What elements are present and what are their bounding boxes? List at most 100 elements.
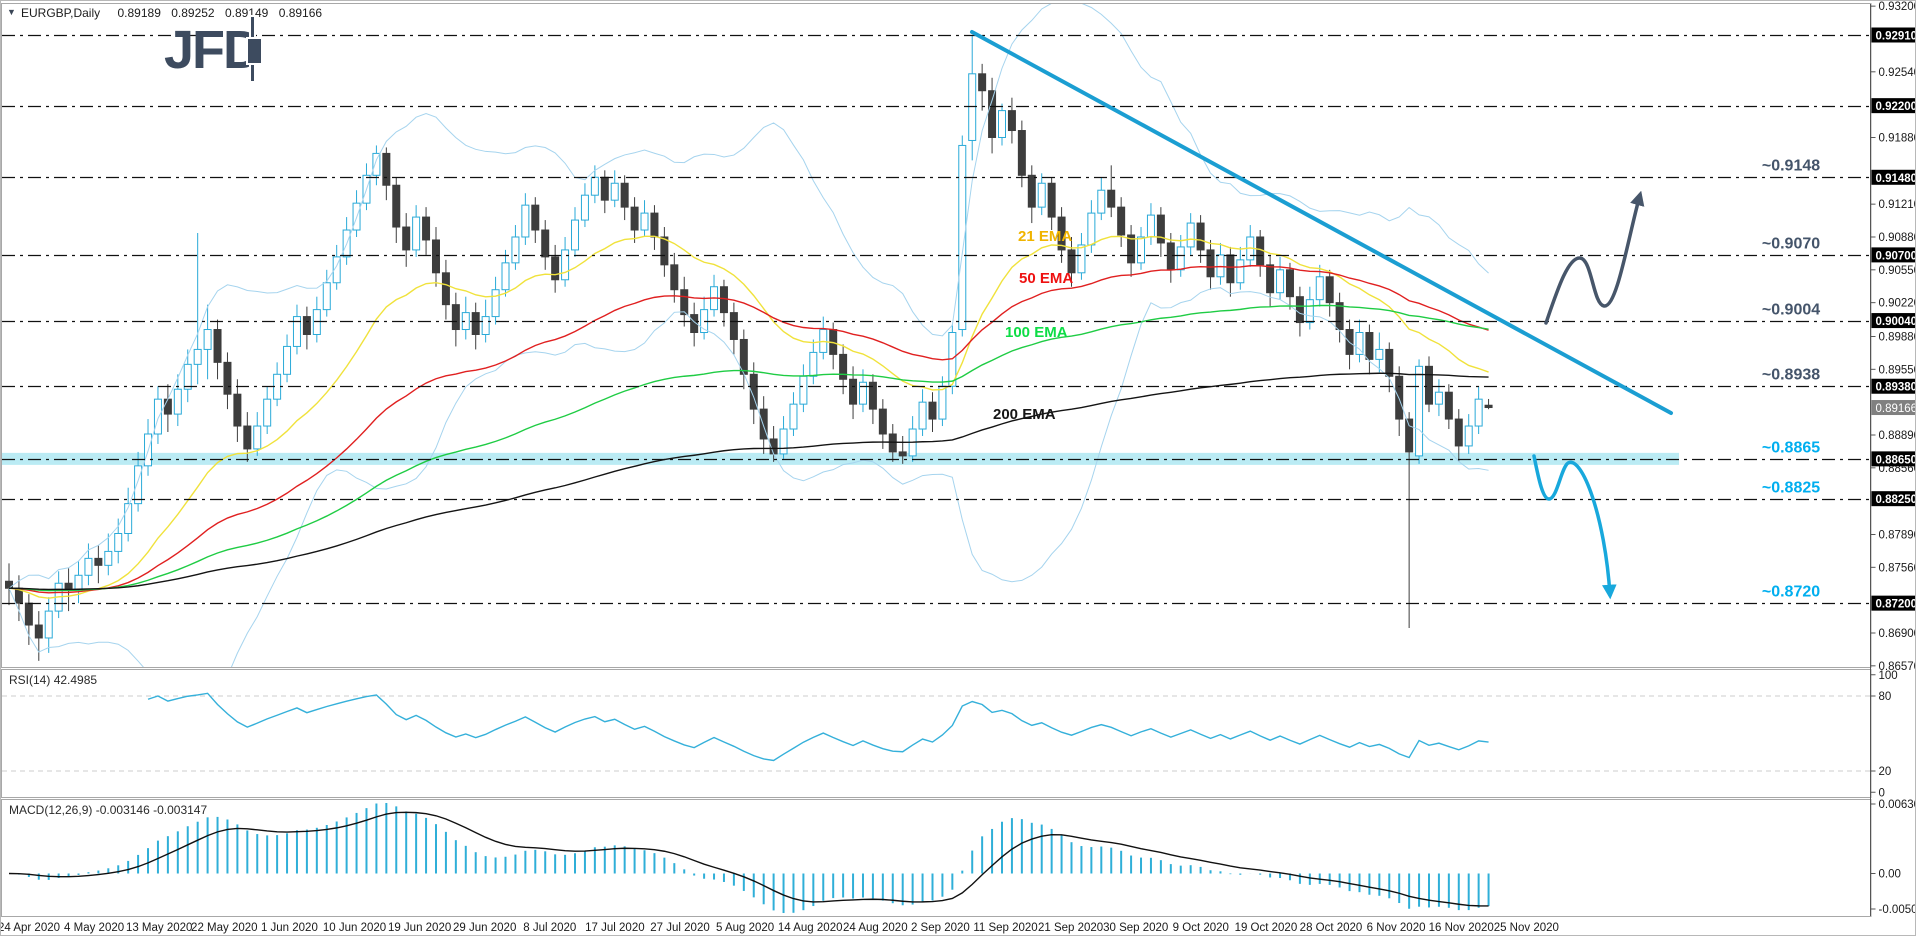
price-tick-label: 0.90550 [1879,265,1916,277]
bull-candle-body [1087,212,1096,246]
jfd-logo-text: JFD [164,20,262,80]
bull-candle-body [183,363,192,390]
bull-candle-body [1464,425,1473,447]
date-tick-label: 21 Sep 2020 [1038,922,1103,934]
bull-candle-body [1077,244,1086,274]
date-tick-label: 22 May 2020 [191,922,258,934]
bear-candle-body [233,393,242,427]
bear-candle-body [690,314,699,334]
level-price-tag [1871,595,1915,611]
bull-candle-body [1146,214,1155,238]
level-label: ~0.8825 [1762,480,1820,497]
rsi-pane[interactable] [2,692,1871,772]
bear-candle-body [392,184,401,228]
level-price-tag-text: 0.88250 [1876,494,1916,506]
bull-candle-body [918,401,927,430]
bear-candle-body [471,312,480,335]
bearish-projection-arrow[interactable] [1532,454,1617,600]
symbol-dropdown-caret[interactable]: ▼ [7,7,16,17]
bull-candle-body [134,465,143,505]
bear-candle-body [749,373,758,410]
macd-main-value: -0.003146 [95,803,150,817]
level-label: ~0.8720 [1762,584,1820,601]
bull-candle-body [481,316,490,335]
date-tick-label: 25 Nov 2020 [1494,922,1559,934]
bear-candle-body [1285,269,1294,298]
bear-candle-body [94,557,103,566]
current-price-tag-text: 0.89166 [1876,403,1916,415]
bear-candle-body [1166,242,1175,271]
bear-candle-body [1325,276,1334,304]
bear-candle-body [680,289,689,316]
bull-candle-body [412,216,421,251]
bull-candle-body [998,110,1006,138]
level-label: ~0.9004 [1762,302,1820,319]
ema200-line [8,372,1489,591]
bull-candle-body [1236,259,1245,284]
level-price-tag [1871,491,1915,507]
bear-candle-body [1444,391,1453,420]
level-price-tag [1871,27,1915,43]
date-tick-label: 30 Sep 2020 [1103,922,1168,934]
date-tick-label: 17 Jul 2020 [585,922,644,934]
bear-candle-body [1424,365,1433,405]
bullish-projection-arrow[interactable] [1544,190,1645,325]
bear-candle-body [541,229,550,258]
bear-candle-body [1226,254,1235,284]
macd-pane[interactable] [8,803,1490,913]
date-tick-label: 29 Jun 2020 [453,922,516,934]
bull-candle-body [44,610,53,639]
bull-candle-body [511,236,520,264]
bull-candle-body [521,204,530,238]
bear-candle-body [1206,249,1215,278]
bull-candle-body [114,532,123,552]
level-label: ~0.9070 [1762,236,1820,253]
date-tick-label: 19 Jun 2020 [388,922,451,934]
bull-candle-body [173,388,182,415]
chart-header: EURGBP,Daily 0.89189 0.89252 0.89149 0.8… [21,6,329,20]
price-tick-label: 0.91880 [1879,132,1916,144]
bull-candle-body [1186,222,1195,248]
price-tick-label: 0.90880 [1879,232,1916,244]
bear-candle-body [243,425,252,450]
level-price-tag-text: 0.90040 [1876,316,1916,328]
level-price-tag [1871,451,1915,467]
date-tick-label: 8 Jul 2020 [523,922,576,934]
rsi-axis-label: 80 [1879,691,1892,703]
bear-candle-body [1365,332,1374,360]
price-axis[interactable]: 0.93200 0.92540 0.91880 0.91210 0.90880 0.905… [1870,1,1916,916]
macd-axis-label: 0.00 [1879,868,1901,880]
price-tick-label: 0.86900 [1879,628,1916,640]
bear-candle-body [620,182,629,208]
bull-candle-body [193,348,202,365]
date-tick-label: 1 Jun 2020 [261,922,318,934]
level-price-tag-text: 0.92910 [1876,31,1916,43]
symbol-timeframe-label: EURGBP,Daily [21,6,101,20]
bear-candle-body [302,316,311,335]
bear-candle-body [223,361,232,395]
level-price-tag-text: 0.87200 [1876,599,1916,611]
bear-candle-body [650,212,659,238]
bear-candle-body [1027,174,1036,208]
date-tick-label: 10 Jun 2020 [323,922,386,934]
descending-trendline[interactable] [970,30,1673,415]
bear-candle-body [849,378,858,405]
price-tick-label: 0.89550 [1879,364,1916,376]
date-tick-label: 5 Aug 2020 [716,922,774,934]
bull-candle-body [938,385,947,420]
date-tick-label: 11 Sep 2020 [973,922,1037,934]
main-pane[interactable] [2,1,1679,702]
bear-candle-body [1405,418,1414,453]
bull-candle-body [958,144,967,331]
bull-candle-body [1474,398,1483,427]
date-tick-label: 16 Nov 2020 [1429,922,1494,934]
level-label: ~0.9148 [1762,158,1820,175]
bear-candle-body [1047,182,1056,218]
pane-border [1,669,1872,798]
bull-candle-body [124,503,133,534]
bear-candle-body [1067,249,1076,274]
macd-axis-label: 0.006301 [1879,799,1916,811]
